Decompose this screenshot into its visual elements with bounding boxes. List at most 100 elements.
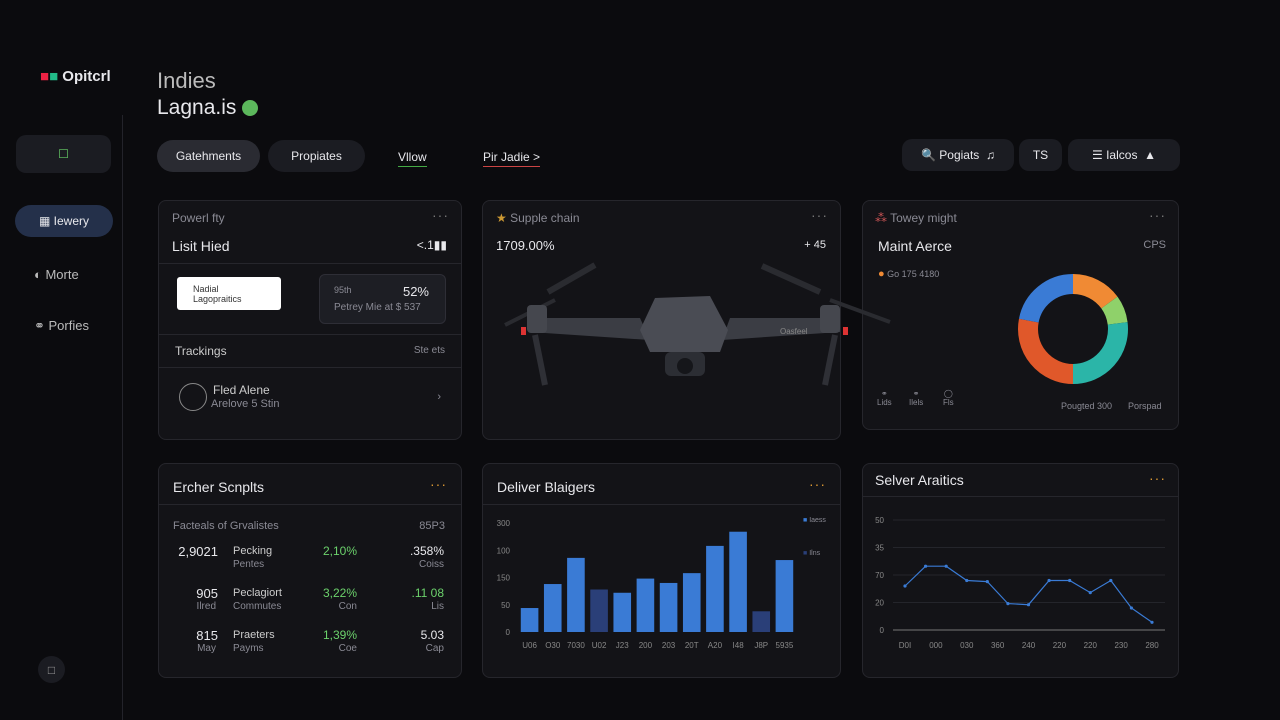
divider [159,504,461,505]
row-value: .358% [409,544,444,558]
row-value-sub: Lis [431,601,444,612]
menu-dots[interactable]: ··· [430,476,447,492]
toolbar-label: Pogiats [939,148,980,162]
row-name-sub: Commutes [233,601,282,612]
sidebar-label: Porfies [48,318,89,333]
sidebar-item[interactable]: ▦ Iewery [15,205,113,237]
legend-text: Ilns [809,550,821,557]
row-name: Pecking [233,545,273,557]
badge: Nadial Lagopraitics [177,277,281,310]
row-number: 905 [196,586,218,601]
row-name-sub: Pentes [233,559,265,570]
toolbar-button[interactable]: ☰ Ialcos ▲ [1068,139,1180,171]
menu-dots[interactable]: ··· [432,207,449,223]
divider [863,496,1178,497]
card-value: 1709.00% [496,238,555,253]
menu-dots[interactable]: ··· [1149,207,1166,223]
card-title: Lisit Hied [172,238,230,254]
divider [483,504,840,505]
legend-text: Iaess [809,517,826,524]
icon-label: Fls [943,398,954,407]
page-subtitle: Lagna.is [157,96,259,120]
row-number-sub: Ilred [196,601,216,612]
row-number-sub: May [197,643,216,654]
divider [159,334,461,335]
analytics-card: Selver Araitics ··· [862,463,1179,678]
card-title: Selver Araitics [875,472,964,488]
tab[interactable]: Propiates [268,140,365,172]
row-value: .11 08 [411,586,444,600]
tab[interactable]: Pir Jadie > [483,150,541,167]
row-number: 2,9021 [178,544,218,559]
card-corner: + 45 [804,239,826,251]
toolbar-label: Ialcos [1106,148,1138,162]
legend-text: Go 175 4180 [887,269,940,279]
card-title: Maint Aerce [878,238,952,254]
row-value: 5.03 [420,628,444,642]
card-label: ⁂ Towey might [875,211,957,225]
legend-item: ■ Ilns [803,550,821,557]
section-right: Ste ets [413,345,445,356]
tab[interactable]: Gatehments [157,140,260,172]
stat-small: 95th [334,285,352,295]
sidebar-item[interactable]: ◐ Morte [34,267,79,282]
legend: ● Go 175 4180 [878,268,940,280]
toolbar-button[interactable]: 🔍 Pogiats ♫ [902,139,1014,171]
stat-value: 52% [402,284,429,299]
tower-card: ⁂ Towey might ··· Maint Aerce CPS ● Go 1… [862,200,1179,430]
chevron: › [437,391,441,403]
row-name-sub: Payms [233,643,264,654]
menu-dots[interactable]: ··· [809,476,826,492]
label-text: Towey might [890,211,957,225]
card-title: Deliver Blaigers [497,479,596,495]
icon-item[interactable]: ◯ Fls [943,389,954,407]
table-header: Facteals of Grvalistes [173,520,279,532]
icon-item[interactable]: ⚭ Ilels [909,389,924,407]
supply-card: ★ Supple chain ··· 1709.00% + 45 [482,200,841,440]
footer-text: Porspad [1128,401,1162,411]
toolbar-button[interactable]: TS [1019,139,1062,171]
sidebar-label: Iewery [53,214,89,228]
icon-label: Lids [877,398,892,407]
sidebar-top-button[interactable]: ☐ [16,135,111,173]
icon-item[interactable]: ⚭ Lids [877,389,892,407]
sidebar-divider [122,115,123,720]
corner-text: <.1 [416,238,434,252]
row-name: Praeters [233,629,275,641]
stat-box: 95th 52% Petrey Mie at $ 537 [319,274,446,324]
legend-item: ■ Iaess [803,517,826,524]
brand-name: Opitcrl [62,68,111,85]
item-name[interactable]: Fled Alene [213,383,270,397]
menu-dots[interactable]: ··· [1149,470,1166,486]
status-dot [242,100,259,117]
badge-line: Nadial [193,284,219,294]
card-title: Ercher Scnplts [173,479,265,495]
brand[interactable]: ■■ Opitcrl [40,68,111,85]
card-label: Powerl fty [172,211,225,225]
sidebar-item[interactable]: ⚭ Porfies [34,318,89,333]
card-corner: CPS [1143,239,1166,251]
row-percent: 2,10% [322,544,357,558]
label-text: Supple chain [510,211,580,225]
divider [159,367,461,368]
row-value-sub: Cap [425,643,444,654]
row-value-sub: Coiss [418,559,444,570]
sidebar-bottom-button[interactable]: □ [38,656,65,683]
table-header-right: 85P3 [419,520,445,532]
divider [159,263,461,264]
row-percent: 3,22% [322,586,357,600]
menu-dots[interactable]: ··· [811,207,828,223]
tab[interactable]: Vllow [398,150,427,167]
badge-line: Lagopraitics [193,294,242,304]
item-icon [179,383,207,411]
scripts-card: Ercher Scnplts ··· Facteals of Grvaliste… [158,463,462,678]
row-percent-sub: Coe [338,643,357,654]
item-sub: Arelove 5 Stin [211,398,280,410]
deliver-card: Deliver Blaigers ··· ■ Iaess ■ Ilns [482,463,841,678]
page-title: Indies [157,68,216,93]
section-title: Trackings [175,344,227,358]
stat-caption: Petrey Mie at $ 537 [334,302,421,313]
row-number: 815 [196,628,218,643]
icon-label: Ilels [909,398,924,407]
